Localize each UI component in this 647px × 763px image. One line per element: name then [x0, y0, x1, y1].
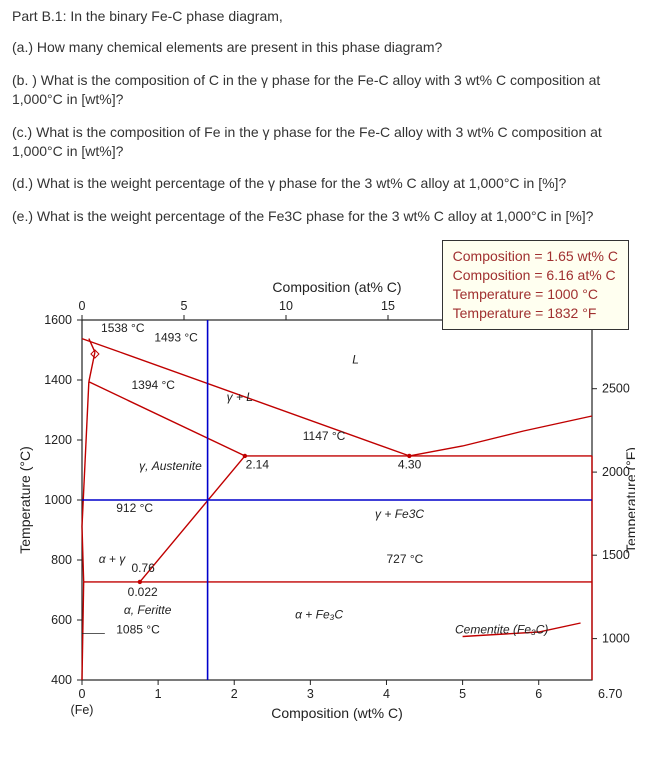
svg-text:α + Fe₃C: α + Fe₃C: [295, 608, 343, 622]
svg-text:15: 15: [381, 299, 395, 313]
svg-text:4: 4: [383, 687, 390, 701]
callout-line: Temperature = 1832 °F: [453, 304, 618, 323]
svg-text:10: 10: [279, 299, 293, 313]
svg-text:400: 400: [51, 673, 72, 687]
svg-text:γ + Fe3C: γ + Fe3C: [375, 507, 424, 521]
svg-text:1394 °C: 1394 °C: [131, 378, 175, 392]
callout-line: Composition = 1.65 wt% C: [453, 247, 618, 266]
callout-line: Temperature = 1000 °C: [453, 285, 618, 304]
svg-text:6.70: 6.70: [598, 687, 622, 701]
svg-text:800: 800: [51, 553, 72, 567]
svg-text:γ + L: γ + L: [227, 390, 253, 404]
svg-text:0.76: 0.76: [131, 561, 155, 575]
svg-text:2500: 2500: [602, 382, 630, 396]
svg-text:L: L: [352, 353, 359, 367]
svg-text:(Fe): (Fe): [71, 703, 94, 717]
svg-text:1538 °C: 1538 °C: [101, 321, 145, 335]
svg-text:1000: 1000: [44, 493, 72, 507]
svg-text:Composition (wt% C): Composition (wt% C): [271, 705, 402, 721]
svg-text:2: 2: [231, 687, 238, 701]
question-header: Part B.1: In the binary Fe-C phase diagr…: [12, 8, 635, 24]
svg-text:1: 1: [155, 687, 162, 701]
svg-text:727 °C: 727 °C: [386, 552, 423, 566]
svg-text:600: 600: [51, 613, 72, 627]
svg-text:Cementite (Fe₃C): Cementite (Fe₃C): [455, 623, 548, 637]
svg-text:α + γ: α + γ: [99, 552, 127, 566]
svg-text:1200: 1200: [44, 433, 72, 447]
question-a: (a.) How many chemical elements are pres…: [12, 38, 635, 57]
phase-diagram-container: Composition = 1.65 wt% C Composition = 6…: [12, 240, 635, 738]
question-c: (c.) What is the composition of Fe in th…: [12, 123, 635, 161]
svg-text:1147 °C: 1147 °C: [303, 429, 346, 443]
svg-text:3: 3: [307, 687, 314, 701]
question-e: (e.) What is the weight percentage of th…: [12, 207, 635, 226]
svg-text:5: 5: [459, 687, 466, 701]
svg-text:912 °C: 912 °C: [116, 501, 153, 515]
svg-text:Temperature (°C): Temperature (°C): [17, 446, 33, 554]
svg-text:6: 6: [535, 687, 542, 701]
svg-text:1400: 1400: [44, 373, 72, 387]
svg-text:1085 °C: 1085 °C: [116, 623, 160, 637]
svg-text:4.30: 4.30: [398, 458, 422, 472]
svg-text:0: 0: [79, 299, 86, 313]
question-b: (b. ) What is the composition of C in th…: [12, 71, 635, 109]
svg-text:α, Feritte: α, Feritte: [124, 603, 172, 617]
svg-text:0.022: 0.022: [128, 585, 158, 599]
svg-text:2.14: 2.14: [246, 458, 270, 472]
question-d: (d.) What is the weight percentage of th…: [12, 174, 635, 193]
callout-line: Composition = 6.16 at% C: [453, 266, 618, 285]
svg-text:1493 °C: 1493 °C: [154, 331, 198, 345]
svg-text:γ, Austenite: γ, Austenite: [139, 459, 202, 473]
svg-text:Temperature (°F): Temperature (°F): [623, 447, 635, 553]
svg-text:0: 0: [79, 687, 86, 701]
svg-text:1600: 1600: [44, 313, 72, 327]
svg-text:Composition (at% C): Composition (at% C): [272, 279, 401, 295]
svg-text:1000: 1000: [602, 632, 630, 646]
info-callout: Composition = 1.65 wt% C Composition = 6…: [442, 240, 629, 330]
svg-text:5: 5: [181, 299, 188, 313]
